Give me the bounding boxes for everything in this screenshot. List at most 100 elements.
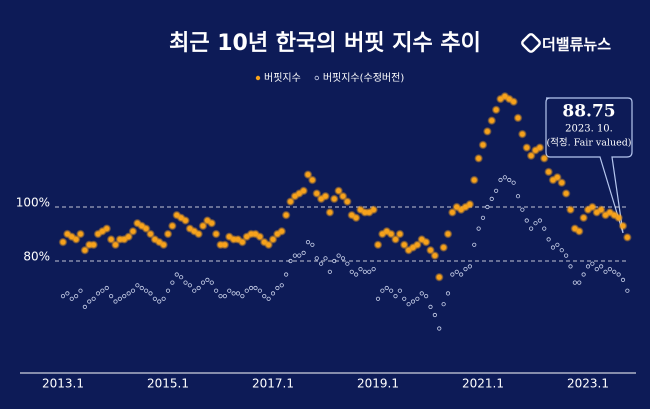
point bbox=[446, 232, 450, 236]
point bbox=[616, 215, 621, 220]
point bbox=[389, 232, 394, 236]
point bbox=[607, 266, 612, 272]
point bbox=[410, 299, 416, 304]
point bbox=[393, 237, 398, 242]
legend-label: 버핏지수 bbox=[264, 72, 301, 84]
point bbox=[109, 237, 114, 242]
point bbox=[95, 291, 101, 296]
point bbox=[183, 218, 188, 223]
point bbox=[113, 242, 118, 247]
point bbox=[354, 215, 359, 220]
point bbox=[555, 175, 560, 180]
point bbox=[148, 232, 153, 236]
point bbox=[257, 288, 262, 293]
point bbox=[375, 296, 381, 301]
point bbox=[555, 242, 560, 247]
y-tick-label: 100% bbox=[16, 196, 50, 210]
point bbox=[441, 302, 446, 307]
point bbox=[253, 285, 258, 291]
point bbox=[537, 218, 542, 223]
point bbox=[170, 280, 175, 285]
point bbox=[345, 261, 350, 266]
point bbox=[327, 269, 332, 274]
point bbox=[376, 242, 380, 247]
point bbox=[135, 283, 140, 288]
point bbox=[612, 269, 617, 274]
point bbox=[354, 272, 359, 277]
point bbox=[209, 221, 214, 226]
point bbox=[467, 264, 472, 269]
point bbox=[481, 142, 485, 147]
point bbox=[262, 293, 267, 299]
point bbox=[472, 242, 477, 247]
point bbox=[367, 269, 372, 274]
point bbox=[550, 245, 556, 250]
point bbox=[332, 258, 337, 264]
x-tick-label: 2019.1 bbox=[357, 377, 399, 391]
logo: 더밸류뉴스 bbox=[521, 33, 611, 54]
point bbox=[152, 296, 157, 301]
point bbox=[533, 221, 538, 226]
point bbox=[371, 266, 376, 272]
point bbox=[323, 194, 328, 199]
point bbox=[502, 175, 507, 180]
x-tick-label: 2017.1 bbox=[252, 377, 294, 391]
point bbox=[249, 285, 254, 291]
point bbox=[542, 156, 547, 161]
point bbox=[450, 272, 455, 277]
point bbox=[91, 242, 96, 247]
legend-marker bbox=[314, 75, 320, 81]
point bbox=[515, 194, 521, 199]
point bbox=[139, 285, 144, 291]
point bbox=[122, 293, 127, 299]
point bbox=[74, 237, 79, 242]
point bbox=[161, 242, 166, 247]
point bbox=[161, 296, 166, 301]
point bbox=[301, 250, 306, 255]
point bbox=[297, 253, 302, 258]
point bbox=[564, 191, 569, 196]
point bbox=[625, 288, 630, 293]
point bbox=[581, 215, 586, 220]
point bbox=[437, 275, 442, 280]
point bbox=[327, 210, 332, 215]
point bbox=[157, 299, 162, 304]
point bbox=[397, 232, 402, 236]
point bbox=[454, 269, 459, 274]
point bbox=[524, 218, 529, 223]
point bbox=[341, 194, 345, 199]
point bbox=[257, 234, 262, 239]
point bbox=[520, 207, 525, 212]
point bbox=[620, 277, 626, 282]
point bbox=[621, 223, 625, 228]
point bbox=[235, 291, 241, 296]
point bbox=[284, 213, 289, 218]
annotation-note: (적정. Fair valued) bbox=[546, 137, 631, 149]
point bbox=[445, 291, 451, 296]
point bbox=[104, 285, 109, 291]
point bbox=[82, 304, 87, 309]
point bbox=[305, 240, 311, 245]
point bbox=[306, 172, 310, 177]
point bbox=[441, 245, 446, 250]
point bbox=[590, 205, 595, 209]
point bbox=[590, 261, 595, 266]
point bbox=[109, 293, 114, 299]
point bbox=[227, 288, 232, 293]
point bbox=[144, 226, 149, 231]
annotation-value: 88.75 bbox=[562, 102, 615, 122]
point bbox=[100, 288, 105, 293]
point bbox=[292, 253, 297, 258]
point bbox=[402, 296, 407, 301]
point bbox=[362, 269, 367, 274]
point bbox=[349, 269, 354, 274]
point bbox=[568, 264, 573, 269]
point bbox=[402, 242, 407, 247]
point bbox=[358, 266, 363, 272]
annotation-date: 2023. 10. bbox=[565, 124, 613, 135]
point bbox=[201, 223, 205, 228]
point bbox=[279, 229, 284, 234]
point bbox=[546, 169, 551, 174]
point bbox=[546, 237, 551, 242]
